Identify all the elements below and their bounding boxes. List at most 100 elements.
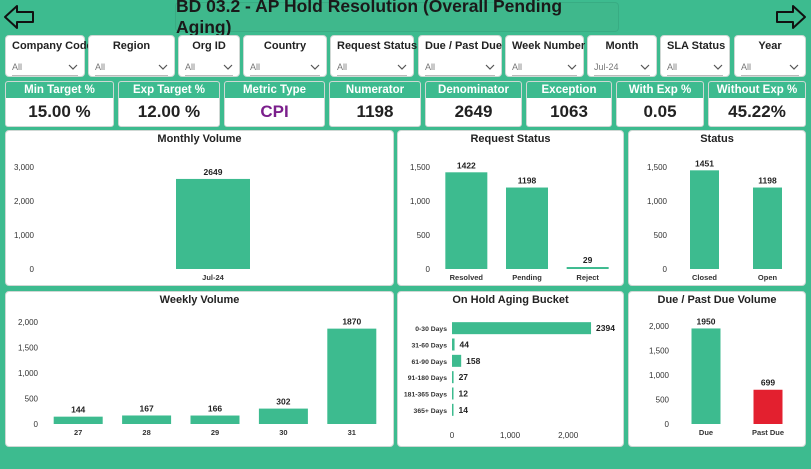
bar-due[interactable] bbox=[691, 328, 721, 424]
y-tick-label: 181-365 Days bbox=[404, 392, 447, 399]
bar-365-days[interactable] bbox=[452, 403, 454, 416]
kpi-label: Metric Type bbox=[225, 82, 324, 98]
y-tick-label: 1,500 bbox=[410, 163, 431, 172]
x-tick-label: 0 bbox=[450, 431, 455, 440]
slicer-dropdown[interactable]: All bbox=[250, 58, 320, 76]
slicer-dropdown[interactable]: All bbox=[512, 58, 577, 76]
bar-61-90-days[interactable] bbox=[452, 354, 462, 367]
slicer-dropdown[interactable]: All bbox=[667, 58, 723, 76]
y-tick-label: 31-60 Days bbox=[411, 343, 447, 350]
bar-181-365-days[interactable] bbox=[452, 387, 454, 400]
x-tick-label: 2,000 bbox=[558, 431, 579, 440]
y-tick-label: 0 bbox=[30, 265, 35, 274]
y-tick-label: 0 bbox=[34, 420, 39, 429]
slicer-due-past-due[interactable]: Due / Past Due All bbox=[418, 35, 502, 77]
weekly-volume-chart[interactable]: Weekly Volume 0 500 1,000 1,500 2,000 144 27 16… bbox=[5, 291, 394, 447]
slicer-dropdown[interactable]: All bbox=[337, 58, 407, 76]
kpi-value: 2649 bbox=[454, 102, 493, 121]
top-bar: BD 03.2 - AP Hold Resolution (Overall Pe… bbox=[0, 0, 811, 37]
slicer-dropdown[interactable]: All bbox=[12, 58, 78, 76]
y-tick-label: 500 bbox=[654, 231, 668, 240]
data-label: 1870 bbox=[342, 317, 361, 327]
x-tick-label: Jul-24 bbox=[202, 273, 225, 282]
slicer-dropdown[interactable]: All bbox=[741, 58, 799, 76]
y-tick-label: 1,000 bbox=[14, 231, 35, 240]
slicer-dropdown[interactable]: All bbox=[95, 58, 168, 76]
kpi-label: Exception bbox=[527, 82, 611, 98]
bar-past-due[interactable] bbox=[753, 389, 783, 424]
slicer-dropdown[interactable]: Jul-24 bbox=[594, 58, 650, 76]
slicer-month[interactable]: Month Jul-24 bbox=[587, 35, 657, 77]
data-label: 29 bbox=[583, 255, 593, 265]
forward-arrow-icon[interactable] bbox=[775, 3, 807, 31]
slicer-request-status[interactable]: Request Status All bbox=[330, 35, 417, 77]
data-label: 27 bbox=[459, 372, 469, 382]
data-label: 1198 bbox=[518, 176, 537, 186]
x-tick-label: Pending bbox=[512, 273, 542, 282]
slicer-label: Month bbox=[605, 40, 639, 52]
kpi-label: Exp Target % bbox=[119, 82, 219, 98]
chevron-down-icon bbox=[640, 64, 650, 70]
slicer-year[interactable]: Year All bbox=[734, 35, 806, 77]
slicer-dropdown[interactable]: All bbox=[185, 58, 233, 76]
slicer-label: SLA Status bbox=[667, 40, 726, 52]
bar-27[interactable] bbox=[53, 416, 103, 424]
due-past-due-chart[interactable]: Due / Past Due Volume 0 500 1,000 1,500 2,00… bbox=[628, 291, 806, 447]
data-label: 2649 bbox=[204, 167, 223, 177]
slicer-dropdown[interactable]: All bbox=[425, 58, 495, 76]
request-status-chart[interactable]: Request Status 0 500 1,000 1,500 1422 Resolve… bbox=[397, 130, 624, 286]
slicer-week-number[interactable]: Week Number All bbox=[505, 35, 585, 77]
y-tick-label: 3,000 bbox=[14, 163, 35, 172]
bar-reject[interactable] bbox=[566, 267, 609, 269]
aging-bucket-plot: 0-30 Days 2394 31-60 Days 44 61-90 Days 158 91… bbox=[404, 322, 615, 440]
aging-bucket-chart[interactable]: On Hold Aging Bucket 0-30 Days 2394 31-60 … bbox=[397, 291, 624, 447]
bar-31-60-days[interactable] bbox=[452, 338, 455, 351]
y-tick-label: 0 bbox=[426, 265, 431, 274]
chevron-down-icon bbox=[397, 64, 407, 70]
monthly-volume-chart[interactable]: Monthly Volume 0 1,000 2,000 3,000 2649 Jul-2… bbox=[5, 130, 394, 286]
y-tick-label: 1,000 bbox=[18, 369, 39, 378]
bar-29[interactable] bbox=[190, 415, 240, 424]
y-tick-label: 61-90 Days bbox=[411, 359, 447, 366]
chevron-down-icon bbox=[310, 64, 320, 70]
chart-title: Monthly Volume bbox=[157, 133, 242, 145]
chevron-down-icon bbox=[789, 64, 799, 70]
data-label: 166 bbox=[208, 404, 222, 414]
x-tick-label: 31 bbox=[348, 428, 356, 437]
bar-open[interactable] bbox=[753, 187, 782, 269]
data-label: 302 bbox=[276, 397, 290, 407]
x-tick-label: Resolved bbox=[450, 273, 484, 282]
slicer-region[interactable]: Region All bbox=[88, 35, 175, 77]
bar-resolved[interactable] bbox=[445, 172, 488, 269]
kpi-value: 1063 bbox=[550, 102, 588, 121]
slicer-sla-status[interactable]: SLA Status All bbox=[660, 35, 730, 77]
bar-91-180-days[interactable] bbox=[452, 371, 454, 384]
slicer-label: Company Code bbox=[12, 40, 93, 52]
status-chart[interactable]: Status 0 500 1,000 1,500 1451 Closed 1198 Open bbox=[628, 130, 806, 286]
kpi-value: 1198 bbox=[356, 102, 394, 121]
bar-closed[interactable] bbox=[690, 170, 719, 269]
bar-31[interactable] bbox=[327, 328, 377, 424]
slicer-company-code[interactable]: Company Code All bbox=[5, 35, 93, 77]
kpi-metric-type: Metric Type CPI bbox=[224, 81, 325, 127]
y-tick-label: 500 bbox=[656, 396, 670, 405]
chart-title: Request Status bbox=[470, 133, 551, 145]
y-tick-label: 1,000 bbox=[410, 197, 431, 206]
bar-28[interactable] bbox=[122, 415, 172, 424]
bar-pending[interactable] bbox=[506, 187, 548, 269]
bar-30[interactable] bbox=[258, 408, 308, 424]
kpi-exception: Exception 1063 bbox=[526, 81, 612, 127]
weekly-volume-plot: 0 500 1,000 1,500 2,000 144 27 167 28 166 29 302 30 1… bbox=[18, 317, 377, 437]
chevron-down-icon bbox=[485, 64, 495, 70]
data-label: 1451 bbox=[695, 158, 714, 168]
data-label: 1422 bbox=[457, 160, 476, 170]
back-arrow-icon[interactable] bbox=[3, 3, 35, 31]
x-tick-label: Closed bbox=[692, 273, 717, 282]
slicer-org-id[interactable]: Org ID All bbox=[178, 35, 240, 77]
bar-jul-24[interactable] bbox=[176, 178, 250, 269]
bar-0-30-days[interactable] bbox=[452, 322, 592, 335]
slicer-country[interactable]: Country All bbox=[243, 35, 327, 77]
kpi-min-target: Min Target % 15.00 % bbox=[5, 81, 114, 127]
kpi-value: 15.00 % bbox=[28, 102, 91, 121]
x-tick-label: 27 bbox=[74, 428, 82, 437]
